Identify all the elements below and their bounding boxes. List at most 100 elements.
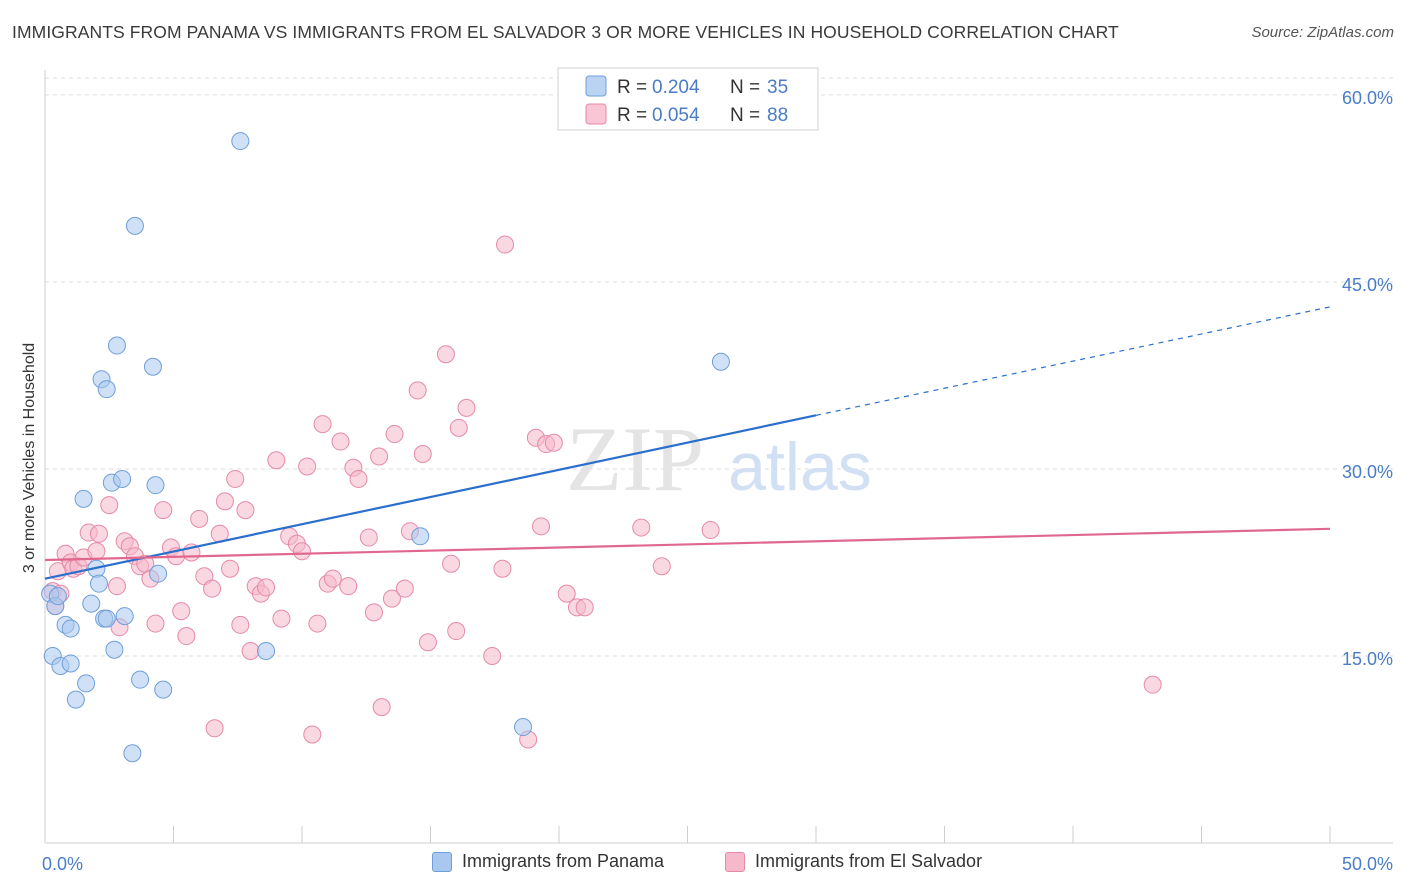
point-salvador-52 xyxy=(323,569,342,588)
x-tick-label-end: 50.0% xyxy=(1342,854,1393,874)
point-panama-24 xyxy=(131,670,150,689)
point-salvador-35 xyxy=(226,469,245,488)
point-salvador-36 xyxy=(231,615,250,634)
watermark-atlas: atlas xyxy=(728,429,872,505)
point-salvador-49 xyxy=(308,614,327,633)
legend-item-panama: Immigrants from Panama xyxy=(432,851,664,872)
point-salvador-79 xyxy=(544,433,563,452)
point-salvador-34 xyxy=(221,559,240,578)
point-salvador-82 xyxy=(575,598,594,617)
point-panama-3 xyxy=(48,587,67,606)
point-salvador-41 xyxy=(257,578,276,597)
point-salvador-59 xyxy=(370,447,389,466)
legend-swatch-panama-bottom xyxy=(432,851,452,872)
trend-line-extension-panama xyxy=(815,306,1331,416)
point-salvador-58 xyxy=(364,603,383,622)
point-salvador-86 xyxy=(1143,675,1162,694)
point-salvador-73 xyxy=(483,646,502,665)
point-salvador-63 xyxy=(372,698,391,717)
point-salvador-85 xyxy=(701,521,720,540)
legend-n-value-salvador: 88 xyxy=(767,105,788,126)
legend-item-salvador: Immigrants from El Salvador xyxy=(725,851,982,872)
point-panama-13 xyxy=(89,574,108,593)
chart-title: IMMIGRANTS FROM PANAMA VS IMMIGRANTS FRO… xyxy=(12,22,1119,42)
point-panama-26 xyxy=(146,476,165,495)
point-panama-6 xyxy=(61,619,80,638)
point-salvador-54 xyxy=(339,577,358,596)
legend-r-label-panama: R = xyxy=(617,77,647,98)
point-salvador-56 xyxy=(349,469,368,488)
legend-swatch-salvador-bottom xyxy=(725,851,745,872)
point-salvador-71 xyxy=(449,418,468,437)
point-salvador-70 xyxy=(447,622,466,641)
legend-label-panama: Immigrants from Panama xyxy=(462,851,665,871)
point-salvador-77 xyxy=(532,517,551,536)
point-panama-30 xyxy=(231,132,250,151)
tick-labels: 15.0% 30.0% 45.0% 60.0% 0.0% 50.0% xyxy=(42,88,1393,874)
legend-top: R = 0.204 N = 35 R = 0.054 N = 88 xyxy=(557,67,819,131)
point-salvador-28 xyxy=(190,509,209,528)
legend-r-value-panama: 0.204 xyxy=(652,77,700,98)
point-salvador-67 xyxy=(418,633,437,652)
axes xyxy=(44,70,1393,844)
legend-bottom: Immigrants from Panama Immigrants from E… xyxy=(0,851,1406,877)
point-salvador-12 xyxy=(100,496,119,515)
legend-label-salvador: Immigrants from El Salvador xyxy=(755,851,983,871)
point-salvador-66 xyxy=(413,445,432,464)
point-salvador-22 xyxy=(154,501,173,520)
point-panama-27 xyxy=(149,564,168,583)
legend-r-label-salvador: R = xyxy=(617,105,647,126)
point-salvador-53 xyxy=(331,432,350,451)
point-salvador-46 xyxy=(293,542,311,561)
point-salvador-68 xyxy=(436,345,455,364)
source-credit: Source: ZipAtlas.com xyxy=(1251,24,1394,41)
point-panama-23 xyxy=(125,216,144,235)
point-panama-25 xyxy=(143,357,162,376)
point-salvador-48 xyxy=(303,725,322,744)
trend-line-salvador xyxy=(44,527,1331,562)
y-tick-label-1: 30.0% xyxy=(1342,462,1393,482)
legend-n-label-panama: N = xyxy=(730,77,760,98)
point-salvador-80 xyxy=(557,584,576,603)
data-points xyxy=(41,132,1162,763)
point-salvador-10 xyxy=(87,542,106,561)
point-salvador-11 xyxy=(89,524,108,543)
y-tick-label-0: 15.0% xyxy=(1342,649,1393,669)
legend-n-value-panama: 35 xyxy=(767,77,788,98)
point-panama-20 xyxy=(107,336,126,355)
point-salvador-25 xyxy=(172,602,191,621)
point-salvador-21 xyxy=(146,614,165,633)
point-panama-7 xyxy=(61,654,80,673)
point-salvador-38 xyxy=(241,641,260,660)
point-panama-10 xyxy=(77,674,96,693)
point-salvador-87 xyxy=(496,235,515,254)
point-panama-32 xyxy=(411,527,430,546)
point-panama-8 xyxy=(66,690,85,709)
point-salvador-47 xyxy=(298,457,317,476)
point-salvador-26 xyxy=(177,627,196,646)
point-salvador-37 xyxy=(236,501,255,520)
point-panama-22 xyxy=(115,607,134,626)
point-salvador-30 xyxy=(203,579,222,598)
point-panama-21 xyxy=(113,469,132,488)
point-panama-31 xyxy=(257,641,276,660)
legend-r-value-salvador: 0.054 xyxy=(652,105,700,126)
point-salvador-13 xyxy=(107,577,126,596)
point-salvador-65 xyxy=(408,381,427,400)
legend-n-label-salvador: N = xyxy=(730,105,760,126)
watermark-zip: ZIP xyxy=(566,408,704,510)
point-salvador-83 xyxy=(632,518,651,537)
point-salvador-72 xyxy=(457,398,476,417)
point-salvador-33 xyxy=(215,492,234,511)
point-salvador-61 xyxy=(385,425,404,444)
y-tick-label-3: 60.0% xyxy=(1342,88,1393,108)
point-salvador-43 xyxy=(272,609,291,628)
point-panama-16 xyxy=(97,609,116,628)
point-salvador-57 xyxy=(359,528,378,547)
point-panama-11 xyxy=(82,594,101,613)
point-panama-17 xyxy=(97,380,116,399)
point-salvador-60 xyxy=(382,589,401,608)
trend-line-panama xyxy=(44,414,817,580)
x-tick-label-start: 0.0% xyxy=(42,854,83,874)
